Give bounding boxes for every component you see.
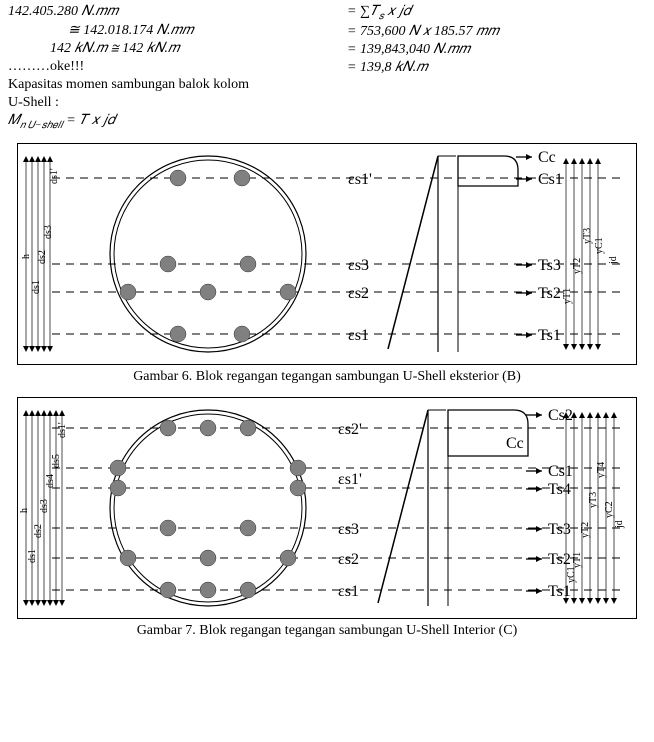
svg-text:Cs2: Cs2: [548, 407, 573, 424]
svg-text:εs1: εs1: [338, 583, 359, 600]
eq-line: = 139,843,040 𝑁.𝑚𝑚: [347, 42, 646, 58]
svg-text:εs2: εs2: [338, 551, 359, 568]
svg-text:εs1: εs1: [348, 327, 369, 344]
svg-text:ds4: ds4: [45, 474, 56, 488]
left-column: 142.405.280 𝑁.𝑚𝑚 ≅ 142.018.174 𝑁.𝑚𝑚 142 …: [8, 4, 307, 133]
svg-text:ds1: ds1: [31, 280, 42, 294]
svg-text:yT2: yT2: [580, 522, 591, 538]
svg-text:Ts4: Ts4: [548, 481, 571, 498]
svg-text:ds3: ds3: [39, 499, 50, 513]
svg-text:εs2: εs2: [348, 285, 369, 302]
right-column: = ∑𝑇𝑠 𝑥 𝑗𝑑 = 753,600 𝑁 𝑥 185.57 𝑚𝑚 = 139…: [347, 4, 646, 133]
svg-text:jd: jd: [614, 520, 625, 529]
text-line: U-Shell :: [8, 95, 307, 111]
svg-text:εs3: εs3: [338, 521, 359, 538]
svg-text:Cc: Cc: [506, 435, 524, 452]
eq-line: = ∑𝑇𝑠 𝑥 𝑗𝑑: [347, 4, 646, 22]
svg-text:Ts2: Ts2: [538, 285, 561, 302]
svg-text:Ts3: Ts3: [548, 521, 571, 538]
svg-text:ds2: ds2: [33, 524, 44, 538]
figure-6-box: εs1' εs3 εs2 εs1 Cc Cs1 Ts3 Ts2 Ts1 yT3 yT2 yT1 yC1j…: [17, 143, 637, 365]
svg-text:ds3: ds3: [43, 225, 54, 239]
text-columns: 142.405.280 𝑁.𝑚𝑚 ≅ 142.018.174 𝑁.𝑚𝑚 142 …: [8, 4, 646, 133]
figure-6-svg: εs1' εs3 εs2 εs1 Cc Cs1 Ts3 Ts2 Ts1 yT3 yT2 yT1 yC1j…: [18, 144, 638, 364]
svg-text:εs3: εs3: [348, 257, 369, 274]
svg-text:Ts1: Ts1: [548, 583, 571, 600]
figure-7-box: εs2'εs1'εs3εs2εs1Cs2CcCs1Ts4Ts3Ts2Ts1yT4…: [17, 397, 637, 619]
svg-text:Cc: Cc: [538, 149, 556, 166]
svg-text:yC1: yC1: [594, 237, 605, 254]
figure-7-caption: Gambar 7. Blok regangan tegangan sambung…: [8, 623, 646, 639]
eq-sub: 𝑛 𝑈−𝑠ℎ𝑒𝑙𝑙: [20, 120, 63, 131]
eq-part: 𝑀: [8, 113, 20, 128]
svg-text:yC1: yC1: [566, 566, 577, 583]
svg-text:yT1: yT1: [562, 288, 573, 304]
svg-text:yT1: yT1: [572, 552, 583, 568]
svg-text:jd: jd: [608, 256, 619, 265]
svg-text:yT2: yT2: [572, 258, 583, 274]
svg-text:εs1': εs1': [338, 471, 362, 488]
eq-line: 142.405.280 𝑁.𝑚𝑚: [8, 4, 307, 20]
svg-text:εs2': εs2': [338, 421, 362, 438]
svg-text:Cs1: Cs1: [548, 463, 573, 480]
svg-text:Ts1: Ts1: [538, 327, 561, 344]
svg-text:ds1': ds1': [57, 422, 68, 438]
text-line: Kapasitas momen sambungan balok kolom: [8, 77, 307, 93]
svg-text:Cs1: Cs1: [538, 171, 563, 188]
figure-6-caption: Gambar 6. Blok regangan tegangan sambung…: [8, 369, 646, 385]
svg-text:ds5: ds5: [51, 454, 62, 468]
svg-text:εs1': εs1': [348, 171, 372, 188]
eq-line: ≅ 142.018.174 𝑁.𝑚𝑚: [8, 22, 307, 39]
svg-text:Ts3: Ts3: [538, 257, 561, 274]
eq-part: = 𝑇 𝑥 𝑗𝑑: [63, 113, 116, 128]
eq-line: 𝑀𝑛 𝑈−𝑠ℎ𝑒𝑙𝑙 = 𝑇 𝑥 𝑗𝑑: [8, 113, 307, 131]
svg-text:h: h: [19, 508, 30, 513]
svg-text:yT3: yT3: [582, 228, 593, 244]
figure-7: εs2'εs1'εs3εs2εs1Cs2CcCs1Ts4Ts3Ts2Ts1yT4…: [8, 397, 646, 639]
svg-text:ds1': ds1': [49, 168, 60, 184]
svg-text:ds1: ds1: [27, 549, 38, 563]
figure-6: εs1' εs3 εs2 εs1 Cc Cs1 Ts3 Ts2 Ts1 yT3 yT2 yT1 yC1j…: [8, 143, 646, 385]
text-line: ………oke!!!: [8, 59, 307, 75]
eq-line: 142 𝑘𝑁.𝑚 ≅ 142 𝑘𝑁.𝑚: [8, 41, 307, 57]
eq-line: = 139,8 𝑘𝑁.𝑚: [347, 60, 646, 76]
eq-line: = 753,600 𝑁 𝑥 185.57 𝑚𝑚: [347, 24, 646, 40]
eq-part: = ∑𝑇: [347, 4, 379, 19]
figure-7-svg: εs2'εs1'εs3εs2εs1Cs2CcCs1Ts4Ts3Ts2Ts1yT4…: [18, 398, 638, 618]
svg-text:ds2: ds2: [37, 250, 48, 264]
eq-part: 𝑥 𝑗𝑑: [384, 4, 411, 19]
svg-text:Ts2: Ts2: [548, 551, 571, 568]
svg-text:h: h: [21, 254, 32, 259]
